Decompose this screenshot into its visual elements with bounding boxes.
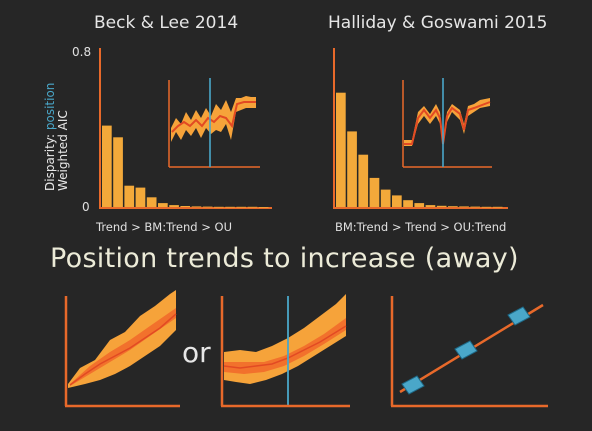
chart-2-bar (380, 189, 391, 207)
bottom-panel-3-arrowhead-3 (507, 306, 531, 326)
bottom-panel-2 (220, 294, 350, 408)
inset-1-envelope (171, 96, 256, 142)
chart-2-bar (403, 200, 413, 207)
chart-2-bar (459, 206, 469, 208)
or-text: or (182, 336, 211, 369)
headline: Position trends to increase (away) (50, 243, 519, 274)
chart-2-bar (347, 131, 357, 207)
chart-2-bar (369, 177, 380, 207)
chart-2 (333, 48, 508, 209)
chart-2-bars (336, 92, 503, 208)
bottom-panel-1 (64, 290, 180, 408)
chart-2-bar (436, 205, 447, 207)
bottom-panel-3-arrowhead-2 (454, 340, 478, 360)
chart-1-bar (102, 125, 112, 207)
chart-1-bar (113, 137, 123, 208)
chart-2-bar (336, 92, 346, 207)
chart-2-bar (414, 203, 425, 207)
chart-1-bar (124, 185, 135, 207)
chart-1-bar (180, 206, 191, 207)
chart-1-bar (158, 203, 168, 207)
chart-1-bar (202, 206, 213, 208)
bottom-panel-2-outer-envelope (224, 294, 346, 384)
chart-2-bar (470, 206, 481, 208)
chart-1-bar (236, 206, 247, 208)
chart-1-bar (214, 206, 224, 208)
chart-1 (99, 48, 272, 209)
panel-2-title: Halliday & Goswami 2015 (328, 13, 548, 33)
bottom-panel-3 (390, 296, 548, 408)
bottom-panel-3-arrowhead-1 (401, 375, 425, 395)
panel-1-subtitle: Trend > BM:Trend > OU (96, 220, 232, 234)
bottom-panel-1-line (69, 313, 177, 386)
chart-1-bar (225, 206, 235, 208)
chart-1-bar (169, 205, 179, 207)
chart-2-bar (358, 154, 369, 207)
chart-2-bar (492, 206, 503, 208)
bottom-panel-2-inner-envelope (224, 318, 346, 374)
chart-2-bar (392, 195, 402, 207)
chart-2-bar (448, 206, 458, 207)
chart-1-bar (247, 206, 258, 208)
y-tick-top: 0.8 (72, 45, 92, 59)
chart-1-bar (135, 187, 146, 207)
panel-2-subtitle: BM:Trend > Trend > OU:Trend (335, 220, 507, 234)
chart-1-bar (191, 206, 202, 208)
panel-1-title: Beck & Lee 2014 (94, 13, 239, 33)
chart-2-bar (481, 206, 492, 208)
inset-2 (402, 78, 492, 168)
bottom-panel-2-line (223, 325, 347, 369)
y-tick-bottom: 0 (82, 200, 90, 214)
chart-2-bar (425, 205, 436, 207)
chart-1-bar (258, 207, 269, 208)
chart-1-bar (146, 197, 157, 207)
inset-1 (168, 78, 260, 168)
chart-1-bars (102, 125, 269, 208)
inset-1-line (171, 101, 256, 133)
